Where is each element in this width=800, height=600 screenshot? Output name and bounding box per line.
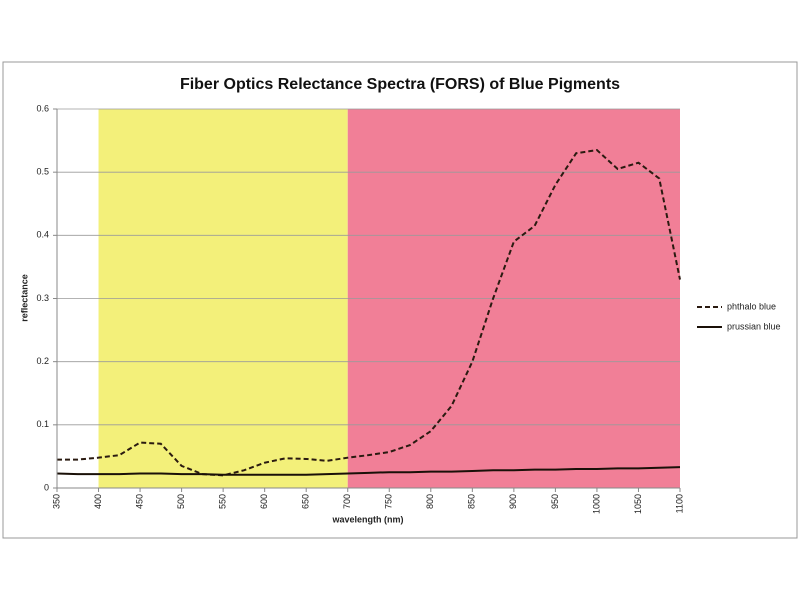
x-tick-label: 800 (425, 494, 435, 509)
y-tick-label: 0.4 (36, 230, 49, 240)
y-tick-label: 0.6 (36, 103, 49, 113)
y-tick-label: 0.2 (36, 356, 49, 366)
y-tick-label: 0.3 (36, 293, 49, 303)
x-tick-label: 650 (301, 494, 311, 509)
y-axis-label: reflectance (19, 274, 29, 322)
y-tick-label: 0.5 (36, 167, 49, 177)
x-tick-label: 1000 (591, 494, 601, 514)
y-tick-label: 0 (44, 482, 49, 492)
x-tick-label: 1100 (674, 494, 684, 513)
legend-label: phthalo blue (727, 301, 776, 311)
x-tick-label: 700 (342, 494, 352, 509)
x-tick-label: 850 (467, 494, 477, 509)
legend-label: prussian blue (727, 321, 781, 331)
chart-title: Fiber Optics Relectance Spectra (FORS) o… (180, 76, 620, 93)
x-tick-label: 450 (134, 494, 144, 509)
series-line (56, 466, 681, 476)
x-tick-label: 900 (508, 494, 518, 509)
x-tick-label: 600 (259, 494, 269, 509)
x-tick-label: 500 (176, 494, 186, 509)
y-tick-label: 0.1 (36, 419, 49, 429)
x-tick-label: 350 (51, 494, 61, 509)
x-tick-label: 550 (218, 494, 228, 509)
x-tick-label: 950 (550, 494, 560, 509)
axes: 0 0.1 0.2 0.3 0.4 0.5 0.6 350 400 450 500 550 600 650… (36, 103, 684, 514)
x-tick-label: 750 (384, 494, 394, 509)
lines (56, 148, 681, 477)
series-line (57, 148, 681, 477)
x-tick-label: 1050 (633, 494, 643, 514)
x-tick-label: 400 (93, 494, 103, 509)
x-axis-label: wavelength (nm) (331, 514, 403, 524)
